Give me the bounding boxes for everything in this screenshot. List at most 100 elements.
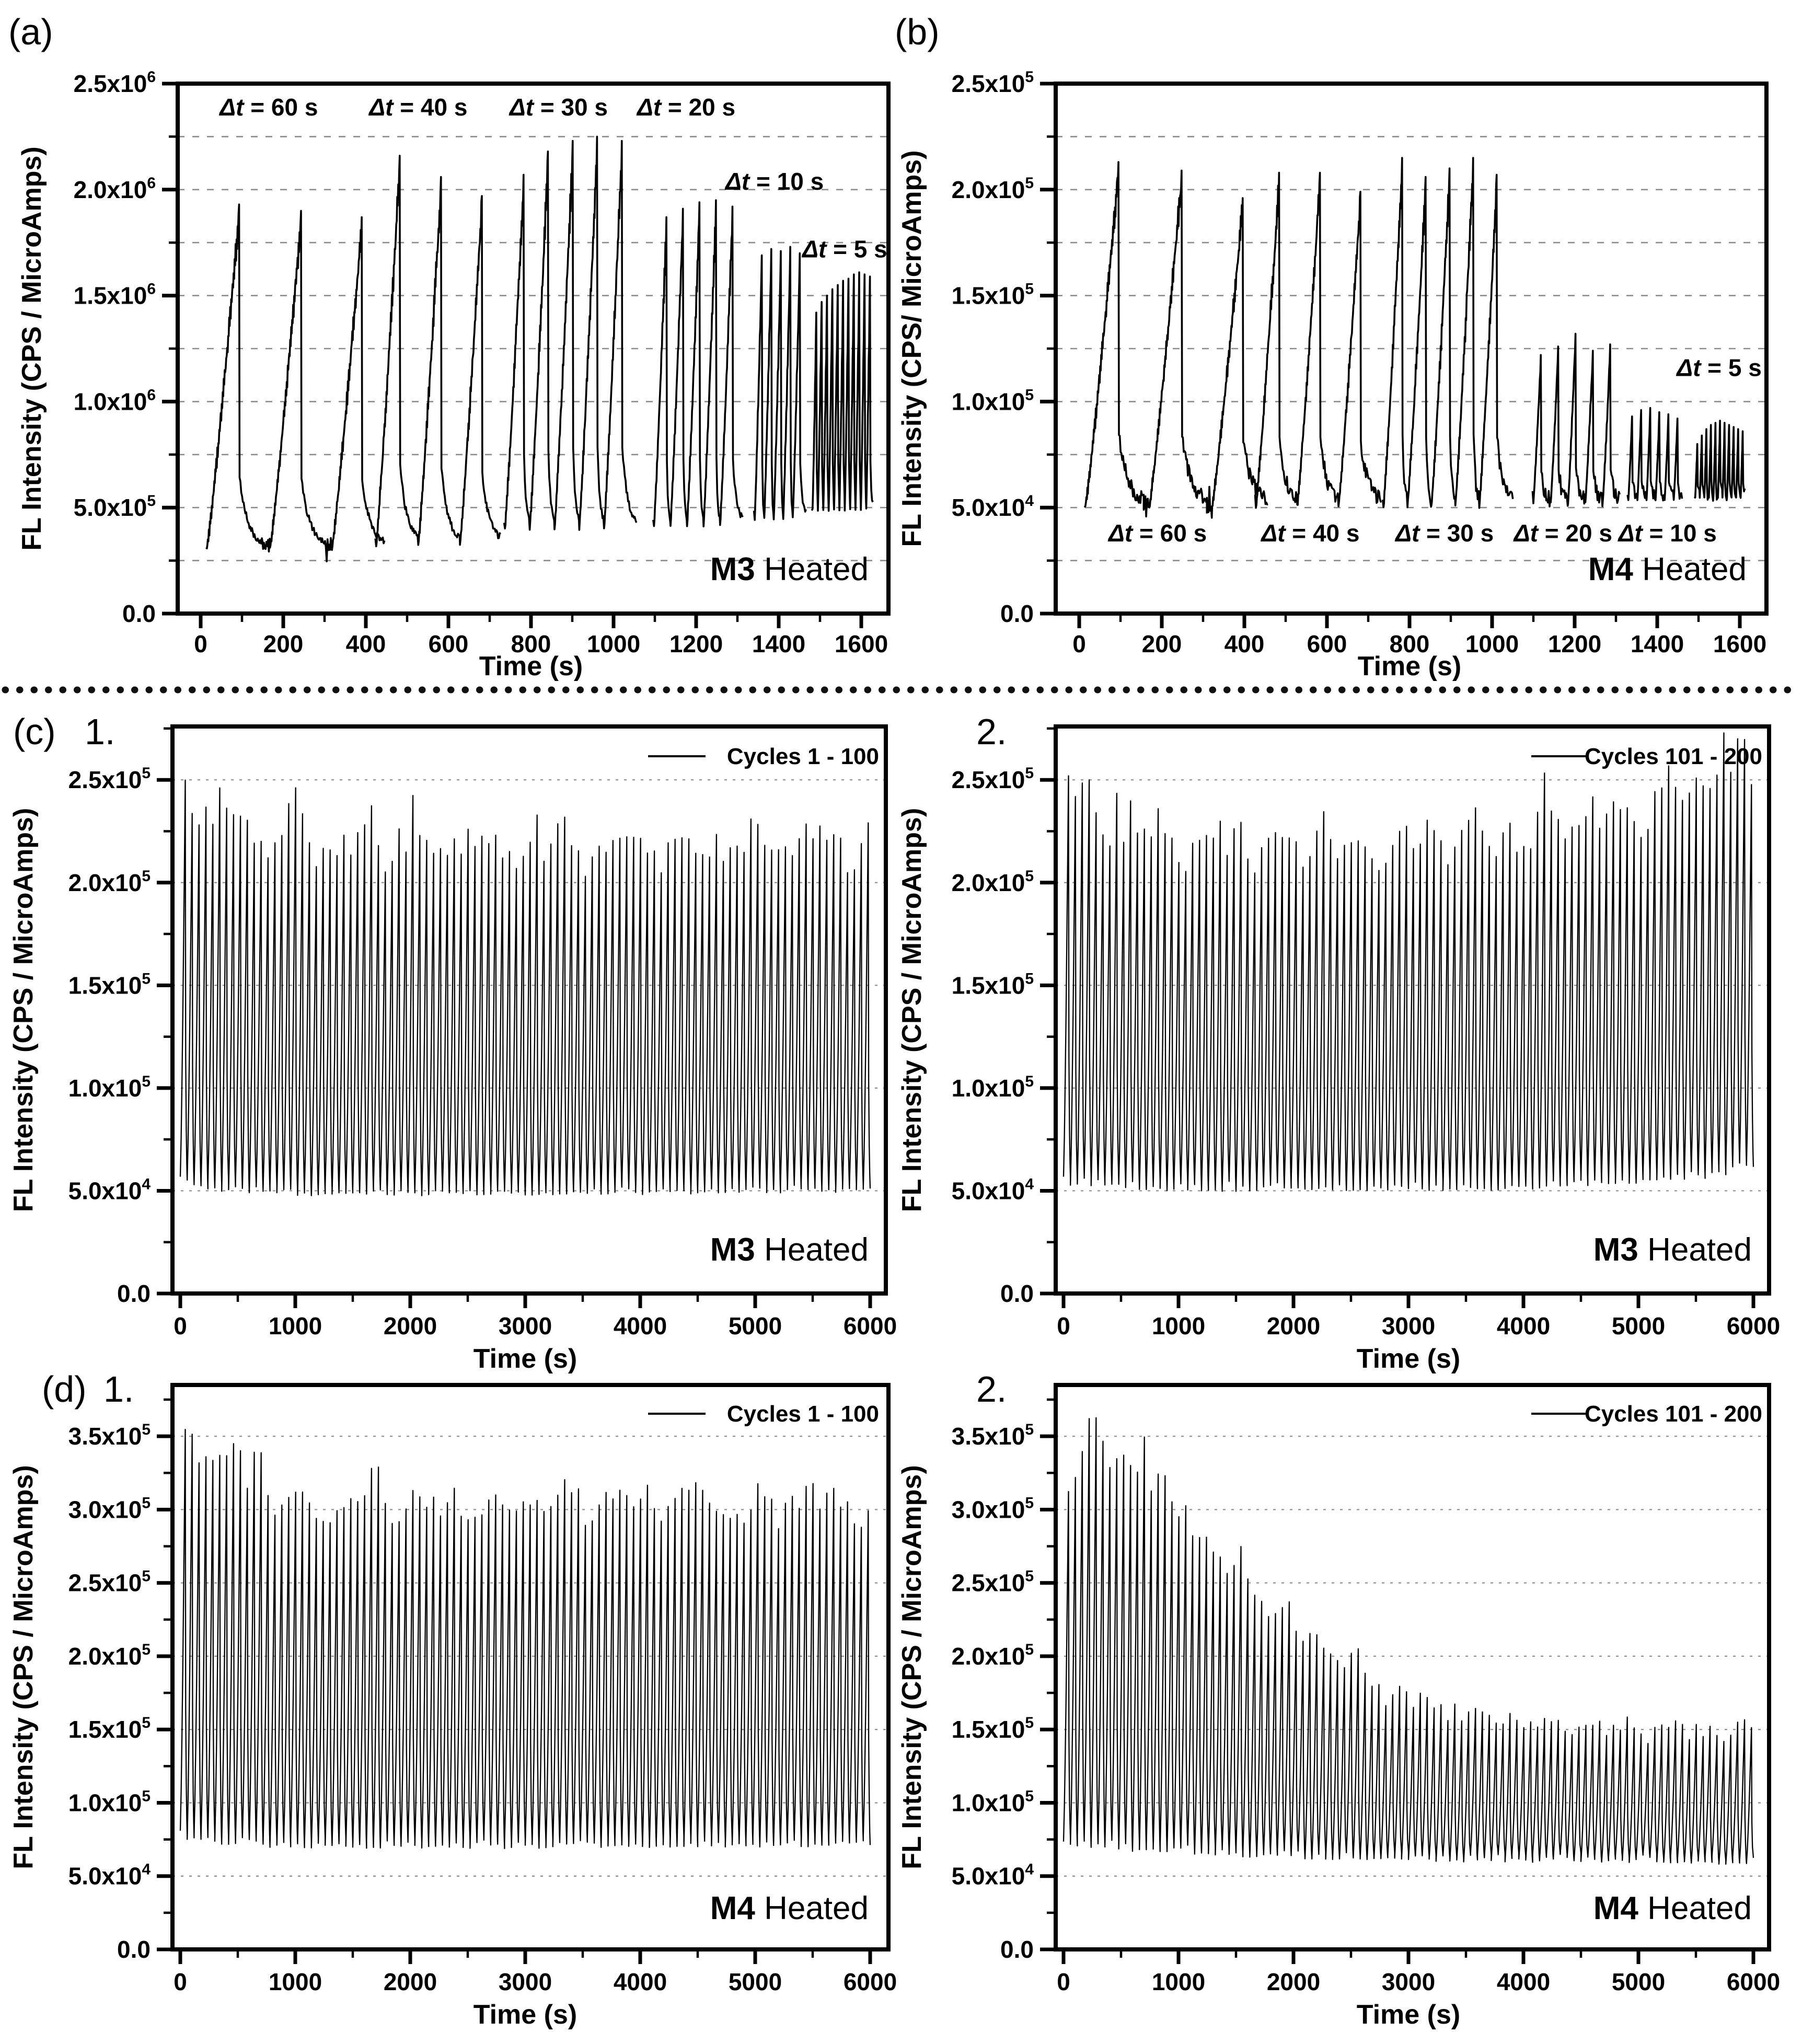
y-tick-label: 1.5x105 [952, 970, 1034, 999]
x-tick-label: 0 [1057, 1312, 1070, 1339]
series-group [1062, 732, 1754, 1192]
x-tick-label: 0 [174, 1968, 187, 1995]
x-tick-label: 600 [1307, 630, 1347, 657]
x-tick-label: 6000 [1727, 1312, 1780, 1339]
data-trace-dt60 [1083, 161, 1268, 519]
y-tick-label: 2.5x105 [68, 765, 151, 793]
y-tick-label: 2.5x105 [952, 68, 1034, 97]
sample-label: M3 Heated [710, 551, 869, 587]
y-axis-title: FL Intensity (CPS / MicroAmps) [8, 808, 39, 1212]
x-tick-label: 0 [1057, 1968, 1070, 1995]
data-trace-dt30 [503, 135, 638, 531]
data-trace-cycles [1062, 732, 1754, 1192]
x-tick-label: 1000 [587, 630, 640, 657]
x-tick-label: 400 [1225, 630, 1265, 657]
y-tick-label: 3.0x105 [952, 1494, 1034, 1523]
y-axis-title: FL Intensity (CPS / MicroAmps) [8, 1465, 39, 1869]
data-trace-dt40 [1254, 171, 1382, 509]
legend-label: Cycles 101 - 200 [1585, 1401, 1762, 1427]
x-tick-label: 600 [429, 630, 469, 657]
x-tick-label: 2000 [1267, 1312, 1320, 1339]
data-trace-cycles [179, 779, 871, 1196]
data-trace-cycles [179, 1428, 871, 1850]
x-tick-label: 5000 [729, 1968, 782, 1995]
plot-frame [1054, 724, 1771, 1296]
legend-label: Cycles 101 - 200 [1585, 744, 1762, 769]
x-tick-label: 3000 [499, 1968, 552, 1995]
data-trace-dt5 [811, 271, 874, 512]
x-tick-label: 800 [1390, 630, 1430, 657]
x-axis-title: Time (s) [1357, 2000, 1460, 2030]
y-tick-label: 1.5x105 [68, 1714, 151, 1743]
x-tick-label: 2000 [384, 1312, 437, 1339]
data-trace-dt10 [1626, 407, 1683, 502]
x-tick-label: 4000 [1497, 1312, 1550, 1339]
x-tick-label: 2000 [1267, 1968, 1320, 1995]
y-tick-label: 1.5x106 [74, 281, 156, 309]
y-tick-label: 0.0 [122, 600, 156, 627]
x-tick-label: 5000 [1612, 1312, 1665, 1339]
x-tick-label: 1000 [269, 1968, 322, 1995]
y-tick-label: 3.5x105 [952, 1421, 1034, 1450]
data-trace-dt60 [205, 203, 386, 562]
panel-letter: (b) [895, 11, 940, 52]
series-group [179, 779, 871, 1196]
legend-label: Cycles 1 - 100 [727, 744, 879, 769]
delta-t-annotation: Δt = 5 s [1676, 354, 1762, 382]
y-tick-label: 2.0x105 [952, 1641, 1034, 1670]
x-tick-label: 4000 [614, 1312, 667, 1339]
sample-label: M4 Heated [1588, 551, 1747, 587]
x-tick-label: 5000 [729, 1312, 782, 1339]
x-tick-label: 1600 [1713, 630, 1766, 657]
panel-d1: 0 1000 2000 3000 4000 5000 6000 0.0 5.0x104 1.0x1… [8, 1369, 897, 2030]
delta-t-annotation: Δt = 10 s [1618, 519, 1717, 547]
y-tick-label: 5.0x105 [74, 492, 156, 521]
x-tick-label: 1400 [752, 630, 805, 657]
x-tick-label: 6000 [844, 1968, 897, 1995]
panel-sub-number: 1. [85, 711, 115, 752]
x-tick-label: 1000 [269, 1312, 322, 1339]
panel-c2: 0 1000 2000 3000 4000 5000 6000 0.0 5.0x104 1.0x1… [897, 711, 1780, 1374]
data-trace-dt10 [753, 246, 807, 521]
y-tick-label: 2.0x105 [68, 1641, 151, 1670]
x-tick-label: 4000 [1497, 1968, 1550, 1995]
x-axis-title: Time (s) [473, 1344, 577, 1374]
x-axis-title: Time (s) [1358, 651, 1461, 682]
data-trace-dt40 [374, 155, 501, 548]
x-tick-label: 2000 [384, 1968, 437, 1995]
x-axis-title: Time (s) [1357, 1344, 1460, 1374]
sample-label: M4 Heated [710, 1890, 869, 1926]
delta-t-annotation: Δt = 20 s [636, 94, 735, 121]
x-tick-label: 1000 [1152, 1312, 1205, 1339]
panel-sub-number: 2. [976, 711, 1007, 752]
delta-t-annotation: Δt = 60 s [218, 94, 318, 121]
x-tick-label: 5000 [1612, 1968, 1665, 1995]
y-tick-label: 5.0x104 [952, 492, 1034, 521]
panel-letter: (d) [42, 1369, 87, 1410]
y-tick-label: 5.0x104 [952, 1861, 1034, 1890]
y-tick-label: 0.0 [117, 1936, 151, 1963]
y-tick-label: 2.0x105 [952, 175, 1034, 203]
panel-letter: (a) [8, 11, 53, 52]
x-tick-label: 1000 [1465, 630, 1519, 657]
y-axis-title: FL Intensity (CPS/ MicroAmps) [897, 151, 927, 547]
data-trace-cycles [1062, 1417, 1754, 1865]
plot-frame [170, 724, 888, 1296]
sample-label: M3 Heated [710, 1232, 869, 1268]
panel-d2: 0 1000 2000 3000 4000 5000 6000 0.0 5.0x104 1.0x1… [897, 1369, 1780, 2030]
x-tick-label: 200 [1142, 630, 1182, 657]
y-axis-title: FL Intensity (CPS / MicroAmps) [17, 146, 47, 550]
x-tick-label: 3000 [499, 1312, 552, 1339]
y-tick-label: 2.5x106 [74, 68, 156, 97]
series-group [1083, 157, 1746, 519]
x-tick-label: 1200 [669, 630, 723, 657]
delta-t-annotation: Δt = 20 s [1513, 519, 1612, 547]
series-group [179, 1428, 871, 1850]
x-tick-label: 0 [174, 1312, 187, 1339]
plot-frame [1054, 1383, 1771, 1951]
y-tick-label: 1.5x105 [68, 970, 151, 999]
x-tick-label: 4000 [614, 1968, 667, 1995]
y-tick-label: 1.0x105 [68, 1073, 151, 1102]
x-axis-title: Time (s) [473, 2000, 577, 2030]
